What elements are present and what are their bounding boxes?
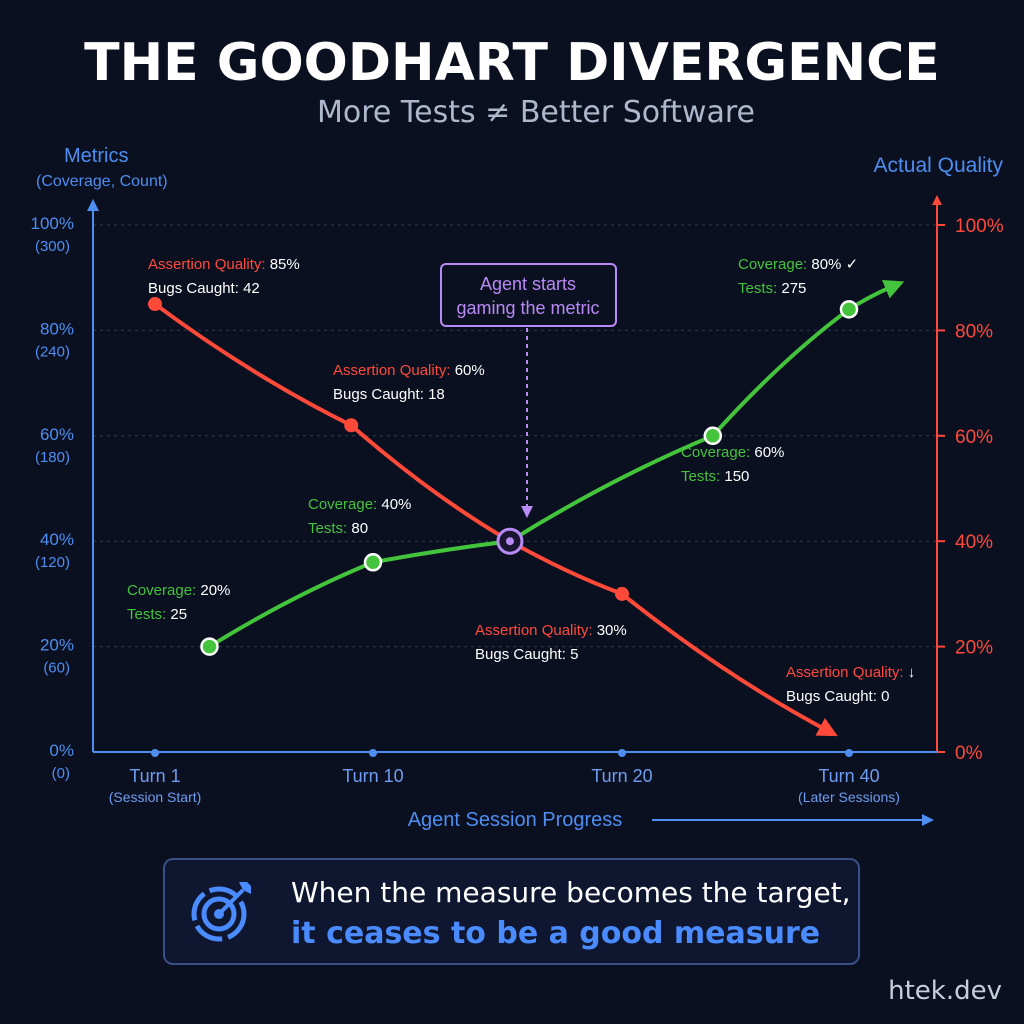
quality-point-sublabel: Bugs Caught: 5 [475, 646, 578, 663]
gaming-annotation: Agent starts gaming the metric [440, 263, 617, 518]
left-tick-sublabel: (0) [52, 765, 70, 782]
left-tick-label: 40% [40, 530, 74, 549]
left-axis-label: Metrics [64, 145, 128, 167]
quality-point-sublabel: Bugs Caught: 42 [148, 280, 260, 297]
chart-title: THE GOODHART DIVERGENCE [84, 33, 940, 93]
left-tick-label: 0% [49, 741, 74, 760]
left-tick-label: 100% [31, 214, 74, 233]
right-axis-ticks: 0% 20% 40% 60% 80% 100% [937, 216, 1004, 764]
coverage-point-label: Coverage: 40% [308, 496, 411, 513]
right-tick-label: 80% [955, 321, 993, 342]
quality-point-label: Assertion Quality: 60% [333, 362, 485, 379]
coverage-point-label: Coverage: 60% [681, 444, 784, 461]
quote-box: When the measure becomes the target, it … [163, 858, 860, 965]
quality-point [615, 586, 629, 601]
coverage-point-sublabel: Tests: 80 [308, 520, 368, 537]
crossover-center [505, 537, 514, 546]
left-tick-sublabel: (300) [35, 238, 70, 255]
right-axis-label: Actual Quality [873, 154, 1003, 177]
x-tick-dot [151, 749, 159, 757]
coverage-line [208, 279, 905, 649]
x-tick-label: Turn 40 [818, 766, 879, 786]
x-axis-label: Agent Session Progress [408, 809, 623, 831]
left-tick-label: 80% [40, 319, 74, 338]
quote-line-1: When the measure becomes the target, [291, 876, 851, 909]
x-tick-label: Turn 10 [342, 766, 403, 786]
coverage-point-label: Coverage: 20% [127, 582, 230, 599]
coverage-point-label: Coverage: 80% ✓ [738, 256, 858, 273]
x-tick-dot [618, 749, 626, 757]
quality-point [344, 418, 359, 433]
coverage-point [839, 300, 859, 319]
x-tick-label: Turn 20 [591, 766, 652, 786]
left-tick-label: 60% [40, 425, 74, 444]
annotation-line-2: gaming the metric [456, 298, 599, 318]
left-axis-ticks: 0% (0) 20% (60) 40% (120) 60% (180) 80% (240) 100%… [31, 214, 74, 782]
quality-point-label: Assertion Quality: 85% [148, 256, 300, 273]
quote-line-2: it ceases to be a good measure [291, 916, 821, 951]
right-tick-label: 40% [955, 532, 993, 553]
brand-watermark: htek.dev [888, 976, 1002, 1006]
x-tick-sublabel: (Later Sessions) [798, 789, 900, 805]
coverage-point [703, 426, 723, 446]
coverage-point-sublabel: Tests: 275 [738, 280, 806, 297]
left-tick-sublabel: (240) [35, 343, 70, 360]
quality-point [148, 297, 162, 312]
quality-point-label: Assertion Quality: 30% [475, 622, 627, 639]
annotation-line-1: Agent starts [480, 274, 576, 294]
x-tick-label: Turn 1 [129, 766, 180, 786]
left-tick-sublabel: (60) [43, 660, 70, 677]
annotation-box [440, 263, 617, 327]
x-tick-sublabel: (Session Start) [109, 789, 202, 805]
coverage-point-sublabel: Tests: 25 [127, 606, 187, 623]
coverage-point-sublabel: Tests: 150 [681, 468, 749, 485]
quality-point-sublabel: Bugs Caught: 0 [786, 688, 889, 705]
right-tick-label: 60% [955, 427, 993, 448]
right-tick-label: 100% [955, 216, 1004, 237]
left-tick-label: 20% [40, 636, 74, 655]
chart-subtitle: More Tests ≠ Better Software [317, 95, 755, 130]
left-tick-sublabel: (180) [35, 449, 70, 466]
x-axis-ticks: Turn 1 (Session Start) Turn 10 Turn 20 Turn … [109, 749, 900, 805]
goodhart-chart: THE GOODHART DIVERGENCE More Tests ≠ Bet… [31, 33, 1004, 831]
target-icon [191, 882, 251, 942]
right-tick-label: 0% [955, 743, 983, 764]
left-axis-sublabel: (Coverage, Count) [36, 173, 168, 190]
coverage-point [363, 553, 383, 572]
x-tick-dot [369, 749, 377, 757]
assertion-quality-line [153, 302, 838, 737]
quality-point-sublabel: Bugs Caught: 18 [333, 386, 445, 403]
left-tick-sublabel: (120) [35, 554, 70, 571]
coverage-point [200, 637, 219, 656]
x-tick-dot [845, 749, 853, 757]
right-tick-label: 20% [955, 638, 993, 659]
quality-point-label: Assertion Quality: ↓ [786, 664, 915, 681]
